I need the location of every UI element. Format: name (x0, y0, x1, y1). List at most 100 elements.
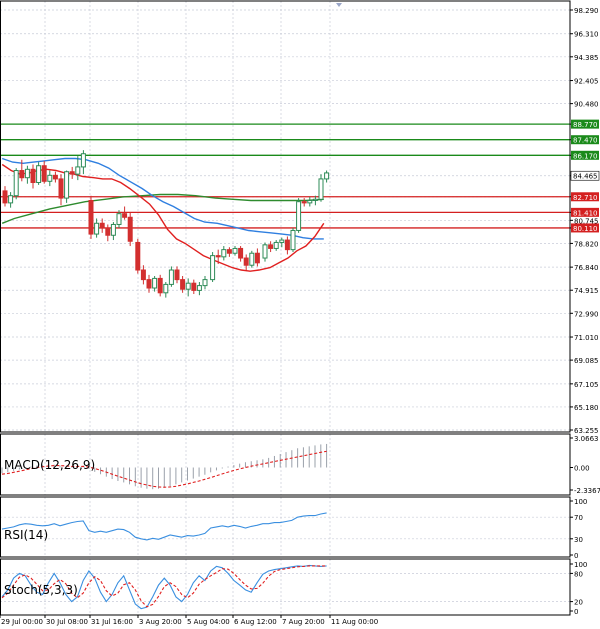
axis-tick-label: 0 (574, 552, 578, 560)
candle-body (163, 283, 169, 294)
candle-body (301, 201, 307, 204)
candle-body (152, 277, 158, 289)
macd-panel-frame (0, 433, 571, 496)
candle-body (122, 213, 128, 218)
candle-body (221, 249, 227, 258)
support-1-label: 82.710 (573, 194, 598, 202)
candle-body (196, 285, 202, 291)
time-tick-label: 6 Aug 12:00 (234, 618, 277, 626)
price-tick-label: 69.085 (574, 357, 599, 365)
support-2-label-box (571, 207, 599, 217)
time-tick-label: 29 Jul 00:00 (1, 618, 43, 626)
candle-body (94, 222, 100, 235)
candle-body (47, 174, 53, 182)
price-tick-label: 65.180 (574, 404, 599, 412)
chart-shift-marker-icon[interactable] (336, 3, 342, 7)
candle-body (58, 178, 64, 199)
stoch-series (1, 564, 327, 610)
price-tick-label: 67.105 (574, 381, 599, 389)
candle-body (88, 199, 94, 235)
resistance-2-label-box (571, 135, 599, 145)
candle-body (127, 216, 133, 242)
support-3-label-box (571, 223, 599, 233)
candle-body (24, 168, 30, 179)
candle-body (146, 279, 152, 289)
candle-body (180, 279, 186, 290)
candle-body (168, 269, 174, 285)
candle-body (75, 166, 81, 175)
candle-body (191, 282, 197, 291)
main-panel-frame (0, 0, 571, 433)
candle-body (105, 227, 111, 236)
candle-body (226, 249, 232, 254)
candle-body (238, 247, 244, 259)
candle-body (268, 244, 274, 249)
candle-body (140, 269, 146, 281)
axis-tick-label: 3.0663 (574, 435, 599, 443)
price-tick-label: 94.385 (574, 54, 599, 62)
candle-body (290, 229, 296, 251)
axis-tick-label: 20 (574, 599, 583, 607)
candle-body (318, 178, 324, 200)
candle-body (210, 255, 216, 281)
candle-body (19, 170, 25, 179)
candlesticks (2, 150, 330, 298)
candle-body (215, 255, 221, 258)
price-tick-label: 72.990 (574, 310, 599, 318)
candle-body (307, 199, 313, 204)
macd-panel[interactable]: 3.0663 0.00 -2.3367 MACD(12,26,9) (0, 434, 600, 495)
rsi-grid (0, 497, 570, 557)
time-tick-label: 5 Aug 04:00 (187, 618, 230, 626)
candle-body (243, 257, 249, 266)
price-tick-label: 98.290 (574, 7, 599, 15)
price-tick-label: 74.915 (574, 287, 599, 295)
candle-body (254, 252, 260, 264)
candle-body (232, 247, 238, 254)
resistance-1-label-box (571, 150, 599, 160)
price-tick-label: 76.840 (574, 264, 599, 272)
price-tick-label: 71.010 (574, 334, 599, 342)
resistance-3-label-box (571, 119, 599, 129)
candle-body (273, 241, 279, 249)
rsi-panel-frame (0, 496, 571, 558)
rsi-line (1, 512, 327, 541)
candle-body (69, 171, 75, 175)
candle-body (2, 190, 8, 204)
candle-body (41, 165, 47, 182)
level-labels: 88.770 87.470 86.170 82.710 81.410 80.110 (571, 119, 599, 233)
ma-red-line (1, 163, 325, 272)
candle-body (249, 252, 255, 266)
stoch-grid (0, 559, 570, 615)
main-price-panel[interactable]: 98.290 96.310 94.385 92.405 90.480 88.770 87.4… (0, 1, 600, 435)
candle-body (135, 241, 141, 271)
macd-series (1, 443, 328, 490)
price-tick-label: 92.405 (574, 78, 599, 86)
time-tick-label: 7 Aug 20:00 (282, 618, 325, 626)
time-tick-label: 31 Jul 16:00 (91, 618, 133, 626)
resistance-2-label: 87.470 (573, 137, 598, 145)
candle-body (312, 198, 318, 201)
candle-body (262, 244, 268, 259)
candle-body (202, 279, 208, 287)
support-resistance-levels (0, 123, 570, 229)
resistance-3-label: 88.770 (573, 121, 598, 129)
last-price-box (570, 170, 600, 181)
price-tick-label: 90.480 (574, 101, 599, 109)
candle-body (64, 171, 70, 199)
moving-averages (1, 157, 325, 272)
candle-body (296, 201, 302, 231)
price-tick-label: 80.745 (574, 217, 599, 225)
resistance-1-label: 86.170 (573, 152, 598, 160)
panel-frames (0, 0, 571, 616)
candle-body (99, 222, 105, 229)
candle-body (80, 153, 86, 168)
candle-body (116, 213, 122, 225)
axis-tick-label: -2.3367 (574, 487, 600, 495)
ma-green-line (1, 193, 324, 224)
rsi-series (1, 512, 327, 541)
candle-body (157, 277, 163, 294)
ma-blue-line (1, 157, 324, 240)
